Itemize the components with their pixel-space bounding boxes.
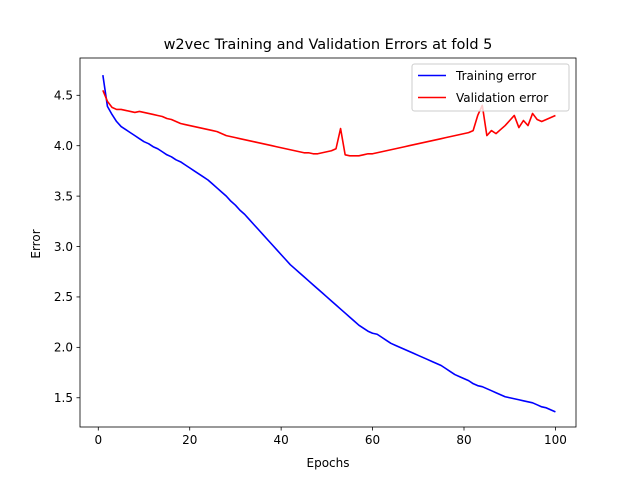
y-tick-label: 4.0 (54, 139, 73, 153)
x-tick-label: 20 (182, 433, 197, 447)
x-tick-label: 80 (456, 433, 471, 447)
legend-label: Validation error (456, 91, 548, 105)
y-tick-label: 2.0 (54, 341, 73, 355)
plot-area: 0 20 40 60 80 100 1.5 2.0 2.5 3.0 3.5 4.0 4.5 (54, 57, 577, 447)
series-line-training-error (102, 75, 556, 413)
y-tick-label: 2.5 (54, 290, 73, 304)
chart-title: w2vec Training and Validation Errors at … (164, 37, 493, 53)
x-tick-label: 100 (544, 433, 567, 447)
y-tick-label: 3.0 (54, 240, 73, 254)
x-axis-title: Epochs (307, 456, 350, 470)
y-tick-label: 3.5 (54, 189, 73, 203)
legend-box (411, 63, 570, 112)
y-tick-label: 1.5 (54, 391, 73, 405)
y-tick-label: 4.5 (54, 89, 73, 103)
x-tick-label: 60 (365, 433, 380, 447)
x-tick-label: 40 (274, 433, 289, 447)
x-tick-label: 0 (94, 433, 102, 447)
axes-frame (79, 57, 577, 428)
legend: Training error Validation error (411, 63, 570, 112)
y-axis-title: Error (29, 229, 43, 258)
legend-label: Training error (455, 69, 536, 83)
